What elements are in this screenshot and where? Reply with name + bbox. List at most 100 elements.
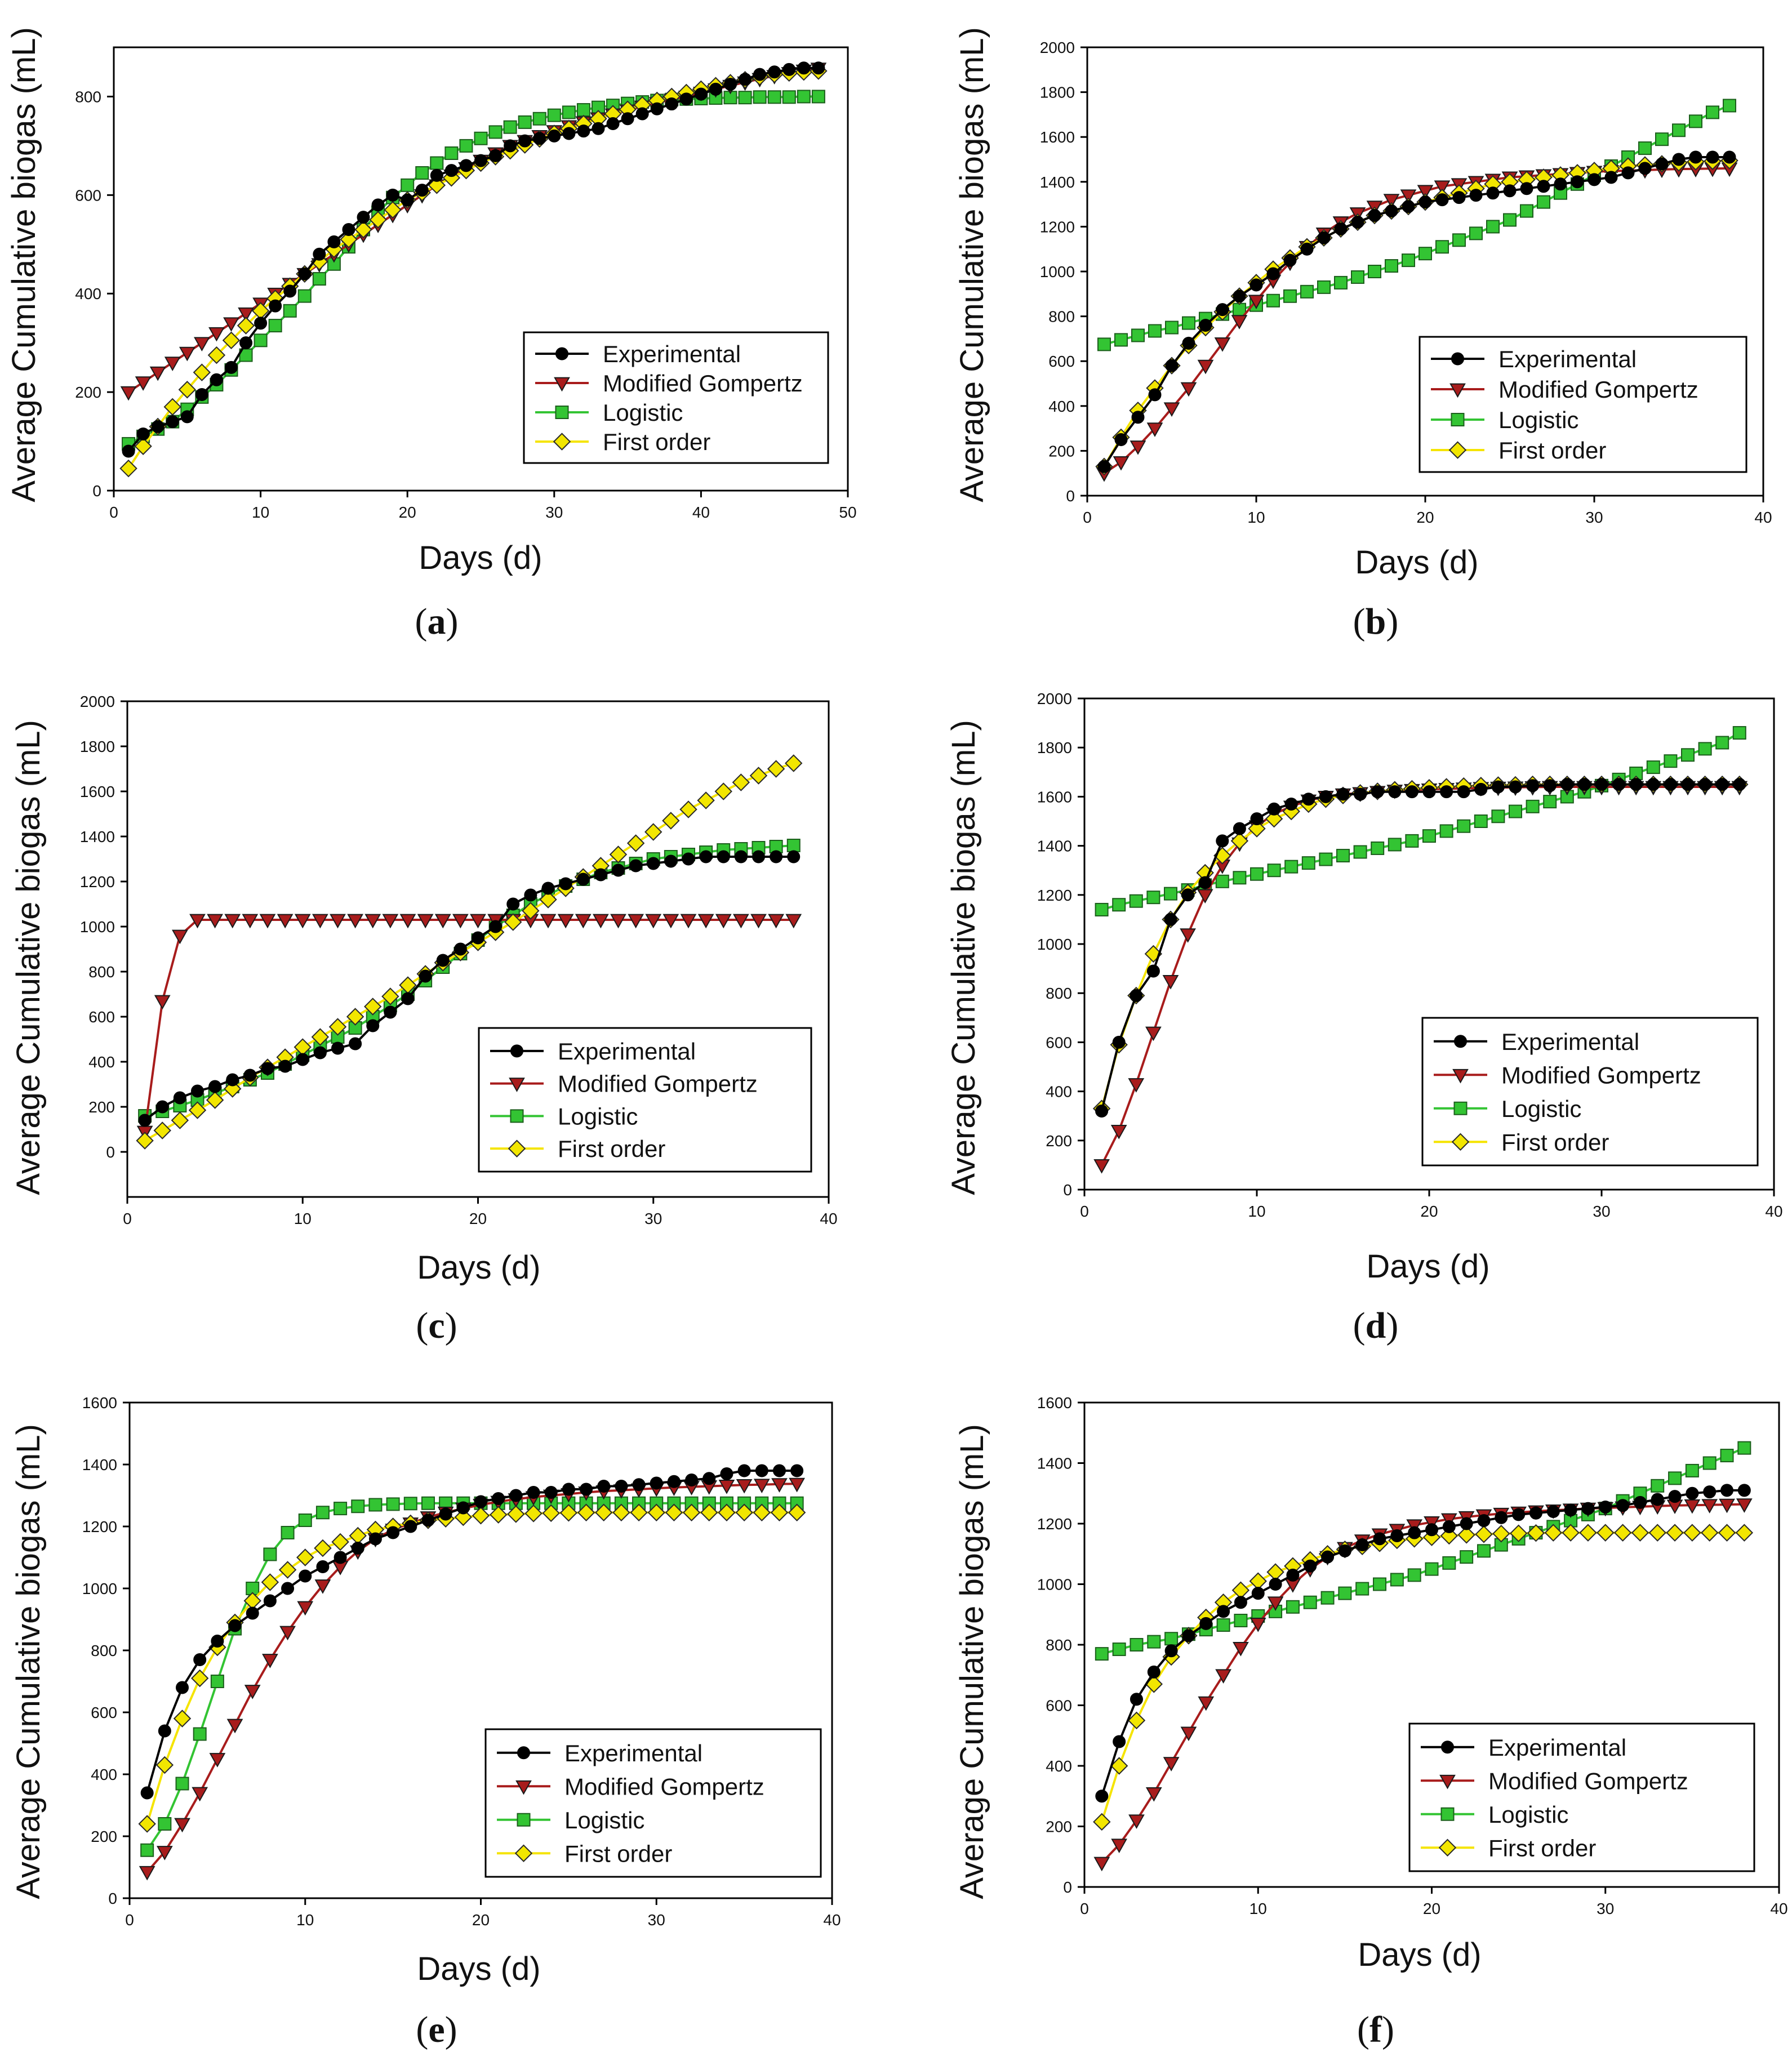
panel-label-letter: a [428, 601, 446, 642]
data-point [630, 1503, 648, 1521]
data-point [334, 1551, 347, 1564]
data-point [222, 331, 241, 350]
data-point [770, 1503, 789, 1521]
data-point [1388, 838, 1402, 852]
data-point [311, 1028, 330, 1046]
data-point [364, 998, 382, 1016]
data-point [1701, 1499, 1718, 1514]
data-point [1355, 1582, 1369, 1596]
data-point [1442, 1556, 1456, 1570]
data-point [1408, 1526, 1421, 1539]
data-point [1351, 215, 1364, 229]
chart-panel-b: 0 10 20 30 400200400600800100012001400160018… [954, 27, 1772, 642]
data-point [685, 1474, 699, 1486]
data-point [206, 1091, 224, 1109]
data-point [1110, 1125, 1127, 1139]
data-point [472, 1507, 490, 1525]
data-point [542, 1504, 560, 1523]
legend-marker [1451, 352, 1464, 366]
data-point [459, 159, 473, 172]
data-point [1165, 359, 1179, 372]
y-tick-label: 800 [1046, 1636, 1072, 1654]
data-point [650, 102, 664, 115]
y-tick-label: 600 [91, 1704, 117, 1721]
data-point [592, 122, 605, 135]
data-point [1334, 275, 1348, 290]
data-point [1233, 1642, 1249, 1657]
data-point [1304, 1559, 1317, 1573]
y-tick-label: 600 [75, 186, 101, 204]
data-point [1529, 1506, 1542, 1520]
data-point [228, 1619, 242, 1632]
data-point [192, 1787, 208, 1802]
data-point [503, 120, 517, 134]
legend-label: Modified Gompertz [1501, 1062, 1701, 1088]
data-point [1147, 1635, 1161, 1649]
data-point [575, 914, 592, 929]
data-point [1130, 440, 1146, 455]
data-point [1317, 280, 1331, 294]
data-point [577, 124, 590, 138]
data-point [1681, 748, 1695, 762]
data-point [155, 1756, 174, 1774]
y-tick-label: 1600 [1037, 788, 1072, 805]
data-point [753, 68, 767, 81]
data-point [1371, 841, 1385, 855]
data-point [277, 914, 294, 929]
data-point [1546, 1505, 1560, 1518]
data-point [313, 1046, 327, 1060]
data-point [1112, 1642, 1126, 1657]
data-point [1097, 460, 1111, 473]
data-point [172, 929, 188, 945]
legend-marker [1440, 1807, 1455, 1821]
data-point [401, 178, 415, 192]
data-point [194, 337, 210, 351]
data-point [312, 271, 326, 286]
data-point [193, 1727, 207, 1741]
data-point [134, 437, 152, 456]
data-point [1715, 736, 1729, 750]
data-point [1477, 1544, 1491, 1558]
x-tick-label: 30 [1585, 509, 1603, 526]
data-point [1629, 778, 1643, 791]
data-point [697, 914, 714, 929]
data-point [1131, 411, 1145, 424]
data-point [700, 1503, 718, 1521]
legend-marker [1438, 1839, 1457, 1857]
data-point [1217, 1605, 1230, 1618]
data-point [239, 336, 253, 350]
data-point [1146, 422, 1163, 437]
data-point [720, 1467, 733, 1480]
data-point [193, 1653, 207, 1666]
panel-label-close: ) [1382, 2009, 1394, 2050]
data-point [632, 1478, 646, 1492]
data-point [1095, 1790, 1109, 1803]
panel-label: (e) [416, 2009, 457, 2050]
data-point [1520, 204, 1533, 218]
y-axis-title: Average Cumulative biogas (mL) [10, 720, 47, 1195]
data-point [263, 1594, 277, 1608]
data-point [174, 1818, 190, 1833]
data-point [1250, 867, 1264, 881]
data-point [327, 235, 341, 248]
legend-marker [554, 377, 570, 392]
data-point [1383, 194, 1400, 208]
data-point [279, 1626, 296, 1641]
data-point [1718, 1524, 1736, 1542]
data-point [454, 1508, 473, 1526]
data-point [1698, 778, 1712, 791]
data-point [139, 1866, 155, 1881]
data-point [314, 1539, 332, 1557]
data-point [1321, 1550, 1335, 1564]
y-tick-label: 400 [1048, 398, 1075, 415]
data-point [296, 1053, 309, 1066]
data-point [226, 1073, 239, 1087]
y-tick-label: 200 [1046, 1818, 1072, 1836]
legend-marker [517, 1813, 531, 1827]
data-point [244, 1685, 261, 1699]
data-point [718, 1503, 736, 1521]
data-point [647, 857, 660, 870]
data-point [645, 914, 662, 929]
data-point [224, 914, 241, 929]
y-tick-label: 1000 [80, 918, 115, 936]
